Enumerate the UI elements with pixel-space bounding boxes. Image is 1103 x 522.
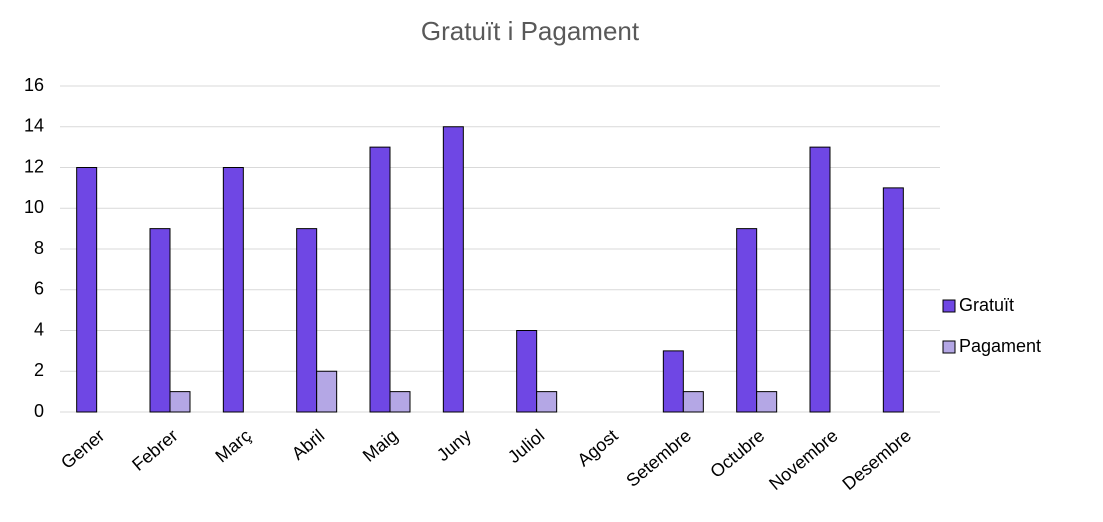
- bar: [149, 228, 171, 413]
- bar: [756, 391, 778, 413]
- bar: [369, 146, 391, 413]
- bar: [736, 228, 758, 413]
- bar: [516, 330, 538, 413]
- x-tick-label: Juny: [433, 425, 475, 465]
- y-tick-label: 16: [24, 75, 44, 95]
- y-tick-label: 0: [34, 401, 44, 421]
- y-tick-label: 14: [24, 116, 44, 136]
- x-tick-label: Gener: [57, 425, 108, 472]
- x-tick-label: Octubre: [706, 425, 768, 481]
- y-tick-label: 8: [34, 238, 44, 258]
- x-tick-label: Abril: [288, 425, 328, 463]
- bar: [169, 391, 191, 413]
- bar: [662, 350, 684, 413]
- bar: [222, 167, 244, 413]
- x-tick-label: Setembre: [622, 425, 695, 490]
- bar: [389, 391, 411, 413]
- x-tick-label: Juliol: [504, 425, 548, 467]
- y-tick-label: 6: [34, 279, 44, 299]
- bar: [809, 146, 831, 413]
- bar: [296, 228, 318, 413]
- legend-label: Pagament: [959, 336, 1041, 356]
- legend-swatch: [942, 340, 956, 354]
- y-tick-label: 4: [34, 319, 44, 339]
- bar: [316, 370, 338, 413]
- legend-swatch: [942, 299, 956, 313]
- bar: [76, 167, 98, 413]
- x-tick-label: Agost: [574, 425, 622, 470]
- x-tick-label: Març: [211, 425, 254, 466]
- legend-label: Gratuït: [959, 295, 1014, 315]
- x-tick-label: Maig: [359, 425, 402, 465]
- y-tick-label: 10: [24, 197, 44, 217]
- y-tick-label: 12: [24, 156, 44, 176]
- chart-title: Gratuït i Pagament: [421, 16, 640, 46]
- bar: [442, 126, 464, 413]
- x-tick-label: Novembre: [765, 425, 841, 494]
- bar: [682, 391, 704, 413]
- x-tick-label: Febrer: [128, 425, 181, 474]
- bar: [882, 187, 904, 413]
- y-tick-label: 2: [34, 360, 44, 380]
- x-tick-label: Desembre: [838, 425, 914, 494]
- bar: [536, 391, 558, 413]
